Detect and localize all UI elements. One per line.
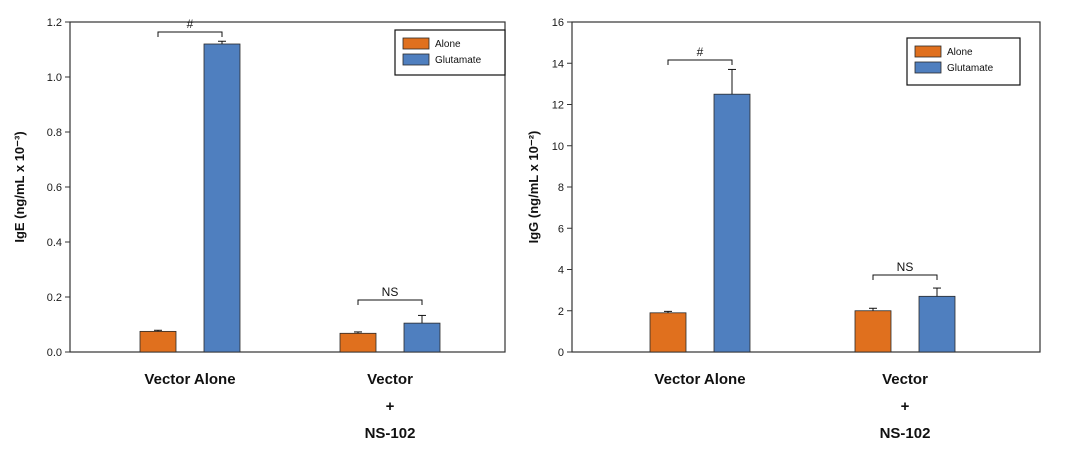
significance-label: NS — [897, 260, 914, 274]
y-axis-label: IgE (ng/mL x 10⁻³) — [12, 131, 27, 242]
bar-glutamate — [403, 322, 441, 353]
y-tick-label: 8 — [558, 182, 564, 194]
legend-swatch-alone — [402, 37, 430, 50]
bar-glutamate — [203, 43, 241, 353]
legend-entry: Glutamate — [947, 63, 994, 74]
bar-glutamate — [918, 295, 956, 353]
y-axis-label: IgG (ng/mL x 10⁻²) — [526, 131, 541, 244]
y-tick-label: 0 — [558, 347, 564, 359]
y-tick-label: 0.4 — [47, 237, 62, 249]
y-tick-label: 14 — [552, 58, 564, 70]
significance-bracket — [667, 59, 733, 65]
y-tick-label: 0.0 — [47, 347, 62, 359]
bar-alone — [854, 310, 892, 353]
bar-alone — [339, 332, 377, 353]
significance-label: NS — [382, 285, 399, 299]
bar-glutamate — [713, 93, 751, 353]
y-tick-label: 0.6 — [47, 182, 62, 194]
significance-label: # — [697, 45, 704, 59]
igg-chart-panel: 0 2 4 6 8 10 12 14 16 IgG (ng/mL x 10⁻²) # NS Vector… — [526, 17, 1041, 442]
legend-box — [394, 29, 506, 76]
category-label: NS-102 — [365, 425, 416, 442]
y-tick-label: 4 — [558, 265, 564, 277]
legend-entry: Glutamate — [435, 55, 482, 66]
significance-bracket — [357, 299, 423, 305]
y-tick-label: 6 — [558, 223, 564, 235]
legend-swatch-glutamate — [914, 61, 942, 74]
y-tick-label: 1.0 — [47, 72, 62, 84]
y-tick-label: 1.2 — [47, 17, 62, 29]
legend-entry: Alone — [947, 47, 973, 58]
y-tick-label: 0.2 — [47, 292, 62, 304]
legend-entry: Alone — [435, 39, 461, 50]
significance-bracket — [157, 31, 223, 37]
significance-bracket — [872, 274, 938, 280]
category-label: + — [386, 398, 395, 415]
category-label: Vector — [882, 371, 928, 388]
ige-chart-panel: 0.0 0.2 0.4 0.6 0.8 1.0 1.2 IgE (ng/mL x 10⁻³) #… — [12, 17, 506, 442]
bar-alone — [649, 312, 687, 353]
bar-alone — [139, 330, 177, 353]
legend-box — [906, 37, 1021, 86]
legend-swatch-alone — [914, 45, 942, 58]
category-label: Vector Alone — [654, 371, 745, 388]
category-label: Vector Alone — [144, 371, 235, 388]
y-tick-label: 0.8 — [47, 127, 62, 139]
y-tick-label: 12 — [552, 100, 564, 112]
category-label: NS-102 — [880, 425, 931, 442]
y-tick-label: 10 — [552, 141, 564, 153]
category-label: Vector — [367, 371, 413, 388]
y-tick-label: 16 — [552, 17, 564, 29]
y-tick-label: 2 — [558, 306, 564, 318]
significance-label: # — [187, 17, 194, 31]
legend-swatch-glutamate — [402, 53, 430, 66]
category-label: + — [901, 398, 910, 415]
